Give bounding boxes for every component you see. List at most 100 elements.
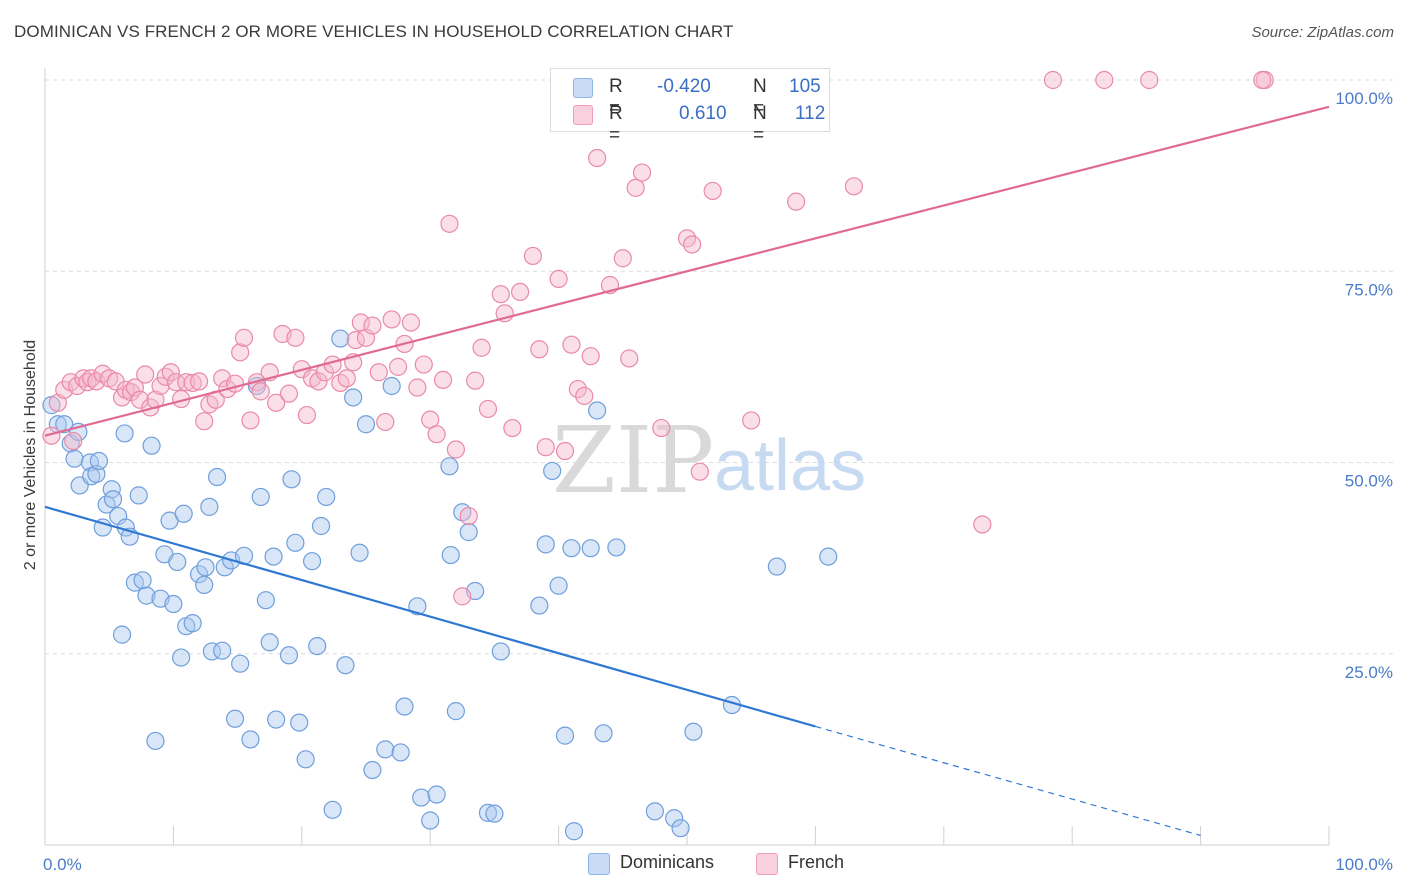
french-point: [161, 363, 180, 382]
dominicans-point: [172, 648, 191, 667]
source-label: Source: ZipAtlas.com: [1251, 24, 1394, 41]
dominicans-point: [549, 576, 568, 595]
french-point: [652, 418, 671, 438]
dominicans-point: [536, 535, 555, 554]
french-point: [64, 431, 83, 451]
french-point: [82, 369, 101, 388]
french-point: [414, 355, 433, 374]
french-point: [369, 363, 388, 382]
french-point: [331, 373, 350, 393]
dominicans-point: [395, 697, 414, 716]
dominicans-point: [279, 646, 299, 665]
dominicans-point: [336, 656, 355, 675]
french-point: [844, 177, 864, 196]
french-point: [562, 335, 581, 354]
y-tick-label: 25.0%: [1345, 663, 1393, 682]
dominicans-point: [588, 401, 607, 420]
dominicans-point: [89, 451, 109, 471]
french-point: [286, 328, 305, 347]
dominicans-point: [323, 800, 342, 819]
dominicans-point: [142, 436, 161, 455]
dominicans-point: [256, 591, 275, 610]
y-axis-label: 2 or more Vehicles in Household: [22, 340, 39, 570]
legend-n-value: 112: [795, 103, 826, 124]
dominicans-point: [137, 586, 156, 605]
french-point: [130, 390, 150, 409]
dominicans-point: [196, 558, 215, 577]
french-point: [632, 163, 652, 182]
dominicans-point: [311, 516, 331, 536]
french-point: [472, 338, 491, 357]
dominicans-point: [562, 539, 581, 558]
french-point: [200, 395, 219, 414]
french-point: [251, 382, 270, 401]
french-point: [453, 587, 472, 606]
legend-r-value: -0.420: [657, 76, 711, 97]
dominicans-point: [555, 726, 575, 745]
french-point: [973, 515, 992, 534]
french-point: [382, 310, 401, 329]
dominicans-point: [115, 424, 134, 443]
y-tick-label: 50.0%: [1345, 472, 1393, 491]
legend-swatch-dominicans: [588, 853, 610, 875]
dominicans-point: [296, 750, 315, 769]
dominicans-point: [282, 470, 301, 489]
legend-swatch-french: [573, 105, 593, 125]
dominicans-point: [581, 539, 600, 558]
dominicans-point: [671, 819, 690, 838]
french-point: [195, 412, 214, 431]
legend-label-dominicans: Dominicans: [620, 852, 715, 872]
dominicans-point: [376, 740, 395, 759]
grid-lines: [45, 79, 1395, 655]
dominicans-point: [665, 809, 684, 828]
french-point: [568, 379, 587, 399]
french-point: [267, 393, 286, 412]
french-point: [459, 506, 478, 526]
x-tick-label: 0.0%: [43, 855, 82, 874]
dominicans-point: [183, 614, 202, 633]
legend-n-value: 105: [789, 76, 821, 97]
x-tick-label: 100.0%: [1335, 855, 1393, 874]
french-point: [241, 411, 260, 430]
french-point: [703, 181, 722, 201]
dominicans-point: [146, 731, 165, 751]
french-point: [231, 343, 250, 362]
french-point: [523, 246, 543, 266]
dominicans-point: [93, 518, 112, 537]
dominicans-point: [264, 547, 283, 566]
dominicans-point: [344, 388, 363, 407]
dominicans-point: [302, 552, 322, 571]
dominicans-point: [530, 596, 549, 615]
legend-r-value: 0.610: [679, 103, 727, 124]
dominicans-points: [42, 329, 838, 841]
french-point: [408, 378, 427, 397]
legend-label-french: French: [788, 852, 845, 872]
french-trend-line: [44, 105, 1330, 437]
dominicans-point: [80, 453, 100, 472]
dominicans-point: [607, 538, 626, 557]
french-point: [297, 405, 317, 425]
french-point: [427, 425, 446, 444]
french-point: [549, 269, 568, 288]
dominicans-point: [241, 730, 260, 749]
french-point: [363, 316, 382, 335]
dominicans-point: [421, 811, 440, 830]
correlation-legend: R = -0.420 N = 105 R = 0.610 N = 112: [550, 68, 830, 146]
dominicans-point: [112, 625, 132, 644]
dominicans-point: [441, 545, 460, 565]
french-points: [42, 70, 1274, 606]
dominicans-point: [382, 376, 401, 396]
french-point: [337, 369, 356, 388]
tick-labels: 25.0% 50.0% 75.0% 100.0% 0.0% 100.0%: [43, 89, 1393, 874]
dominicans-point: [129, 486, 148, 505]
french-point: [555, 441, 575, 461]
french-point: [42, 426, 61, 445]
legend-r-label: R =: [609, 76, 623, 119]
dominicans-point: [267, 710, 286, 729]
dominicans-point: [645, 802, 665, 821]
dominicans-point: [308, 636, 327, 656]
french-point: [401, 313, 421, 332]
dominicans-point: [767, 557, 786, 576]
french-point: [279, 384, 299, 403]
